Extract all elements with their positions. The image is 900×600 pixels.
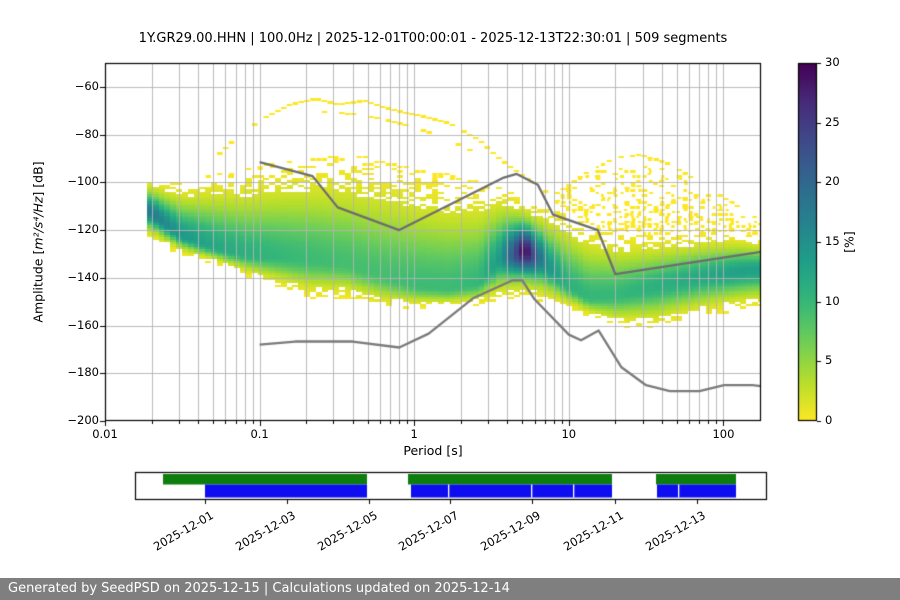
colorbar-tick-label: 15 [825,234,840,248]
colorbar-tick-label: 0 [825,413,833,427]
y-axis-label-suffix: ] [dB] [30,161,46,197]
colorbar-label: [%] [841,231,857,253]
x-axis-label: Period [s] [403,443,463,458]
colorbar-tick-label: 30 [825,55,840,69]
plot-title: 1Y.GR29.00.HHN | 100.0Hz | 2025-12-01T00… [138,31,728,46]
y-tick-label: −140 [67,269,99,284]
colorbar-tick-label: 25 [825,114,840,129]
x-tick-label: 10 [561,427,577,441]
y-tick-label: −60 [74,78,99,93]
footer-text: Generated by SeedPSD on 2025-12-15 | Cal… [8,581,510,596]
x-tick-label: 1 [410,427,418,441]
colorbar-tick-label: 5 [825,353,833,368]
y-axis-label-units: m²/s⁴/Hz [30,196,46,250]
y-tick-label: −160 [67,317,99,332]
footer-bar: Generated by SeedPSD on 2025-12-15 | Cal… [0,578,900,600]
colorbar-tick-label: 10 [825,293,840,308]
y-tick-label: −180 [67,365,99,380]
y-tick-label: −200 [67,413,99,427]
x-tick-label: 0.1 [250,427,269,441]
x-tick-label: 100 [712,427,735,441]
y-tick-label: −80 [74,126,99,141]
y-axis-label: Amplitude [m²/s⁴/Hz] [dB] [31,161,46,322]
y-tick-label: −120 [67,222,99,237]
colorbar-tick-label: 20 [825,174,840,189]
y-axis-label-prefix: Amplitude [ [30,249,46,323]
x-tick-label: 0.01 [92,427,118,441]
y-tick-label: −100 [67,174,99,189]
